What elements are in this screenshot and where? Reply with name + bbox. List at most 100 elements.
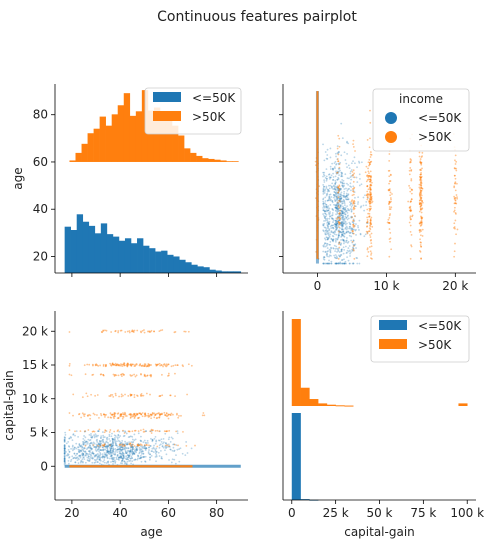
point-le50k (144, 460, 147, 463)
point-gt50k (123, 444, 126, 446)
point-le50k (131, 445, 134, 448)
point-le50k (119, 456, 122, 459)
point-gt50k (420, 193, 423, 195)
point-le50k (112, 448, 115, 451)
point-gt50k (388, 221, 390, 224)
point-le50k (324, 242, 326, 245)
bar-age-le50k (215, 270, 222, 273)
point-gt50k (366, 247, 369, 250)
point-gt50k (352, 220, 355, 223)
point-gt50k (126, 365, 129, 368)
point-gt50k (369, 188, 372, 191)
point-le50k (79, 461, 82, 464)
point-gt50k (351, 170, 354, 173)
point-gt50k (131, 363, 134, 366)
point-le50k (149, 456, 152, 459)
point-gt50k (114, 374, 116, 376)
point-le50k (63, 437, 66, 439)
point-gt50k (336, 171, 339, 174)
point-gt50k (352, 146, 355, 148)
point-le50k (322, 213, 325, 215)
point-gt50k (338, 199, 341, 202)
point-le50k (125, 452, 128, 455)
bar-age-gt50k (123, 93, 131, 162)
point-gt50k (339, 217, 341, 220)
point-le50k (342, 239, 345, 242)
point-le50k (123, 444, 126, 447)
point-le50k (90, 436, 92, 439)
point-le50k (337, 208, 340, 211)
point-gt50k (143, 365, 146, 368)
bar-age-le50k (106, 234, 114, 273)
point-gt50k (418, 203, 421, 206)
point-le50k (87, 455, 90, 458)
point-gt50k (353, 215, 356, 217)
point-le50k (339, 261, 342, 264)
point-le50k (142, 445, 144, 448)
point-gt50k (420, 184, 422, 187)
point-le50k (79, 455, 82, 457)
point-le50k (338, 242, 340, 245)
point-gt50k (388, 200, 391, 203)
point-gt50k (81, 396, 84, 399)
point-le50k (342, 215, 344, 217)
point-le50k (340, 231, 343, 234)
point-le50k (325, 254, 328, 256)
point-gt50k (143, 375, 146, 377)
point-le50k (329, 233, 332, 236)
point-gt50k (409, 209, 412, 212)
point-le50k (335, 172, 338, 175)
point-gt50k (370, 196, 373, 199)
point-gt50k (136, 413, 139, 416)
point-le50k (364, 194, 366, 197)
point-le50k (129, 449, 132, 452)
point-gt50k (419, 234, 422, 237)
point-le50k (334, 204, 337, 207)
point-gt50k (419, 241, 422, 244)
point-gt50k (350, 200, 353, 203)
point-le50k (148, 458, 151, 461)
point-le50k (337, 247, 340, 250)
point-gt50k (131, 374, 134, 377)
point-le50k (341, 172, 344, 175)
point-le50k (127, 447, 130, 450)
point-le50k (88, 458, 91, 461)
point-le50k (337, 187, 340, 190)
point-le50k (333, 233, 336, 235)
bar-age-gt50k (172, 125, 179, 162)
point-gt50k (410, 209, 413, 212)
point-gt50k (455, 233, 457, 236)
point-gt50k (102, 445, 105, 447)
point-le50k (328, 228, 331, 231)
point-le50k (341, 222, 343, 225)
bar-capital-gain-gt50k (335, 405, 345, 407)
point-le50k (339, 262, 342, 265)
point-gt50k (454, 199, 457, 201)
point-gt50k (454, 202, 456, 205)
point-le50k (84, 453, 87, 455)
point-gt50k (165, 412, 168, 414)
point-le50k (331, 208, 334, 211)
point-gt50k (114, 362, 117, 365)
point-gt50k (420, 245, 423, 248)
point-gt50k (419, 190, 422, 192)
point-gt50k (370, 184, 373, 187)
point-gt50k (388, 169, 391, 172)
point-le50k (334, 257, 337, 259)
point-le50k (94, 454, 97, 456)
point-le50k (128, 454, 130, 457)
point-le50k (107, 460, 110, 463)
point-le50k (343, 184, 346, 187)
point-le50k (354, 215, 357, 218)
point-le50k (329, 225, 332, 228)
point-le50k (68, 450, 71, 453)
point-gt50k (103, 431, 106, 434)
point-le50k (353, 219, 356, 222)
y-axis-label: age (11, 167, 25, 189)
point-le50k (326, 253, 329, 256)
point-gt50k (143, 415, 146, 418)
point-gt50k (338, 226, 341, 229)
point-le50k (344, 220, 347, 223)
point-le50k (129, 450, 132, 453)
